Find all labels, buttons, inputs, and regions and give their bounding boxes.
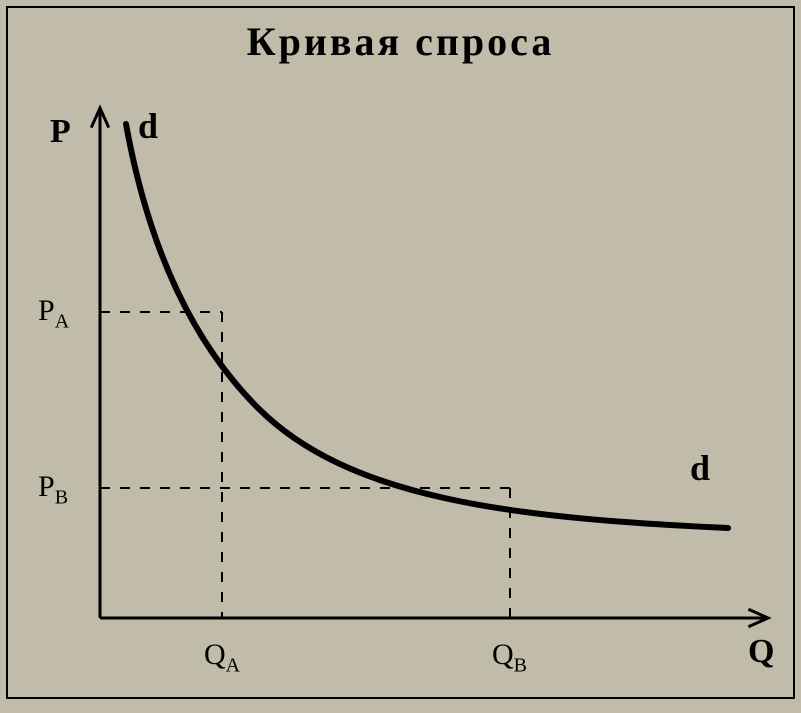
svg-text:QA: QA: [204, 638, 241, 677]
chart-title: Кривая спроса: [0, 18, 801, 65]
svg-text:P: P: [50, 113, 71, 150]
demand-curve-chart: P Qd d PA PB QA QB: [8, 8, 801, 713]
svg-text:d: d: [138, 106, 158, 146]
svg-text:d: d: [690, 448, 710, 488]
svg-text:PB: PB: [38, 470, 68, 509]
svg-text:Q: Q: [748, 633, 774, 670]
svg-text:QB: QB: [492, 638, 527, 677]
chart-frame: P Qd d PA PB QA QB: [6, 6, 795, 699]
svg-text:PA: PA: [38, 294, 70, 333]
